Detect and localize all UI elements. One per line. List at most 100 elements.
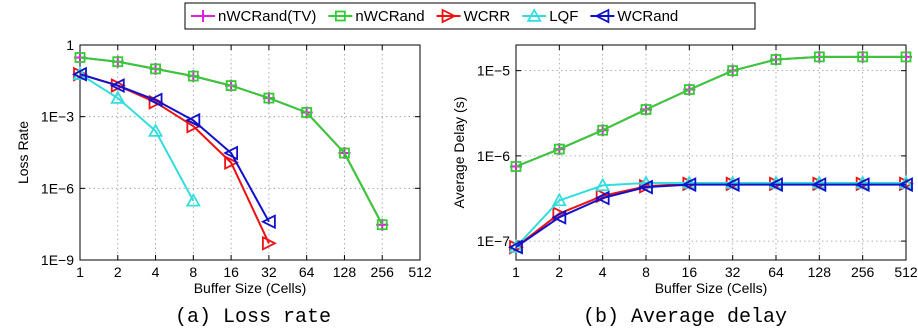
x-tick-label: 128 (808, 264, 832, 280)
data-point (263, 92, 275, 104)
data-point (897, 177, 913, 193)
caption-loss-rate: (a) Loss rate (175, 306, 331, 329)
data-point (225, 80, 237, 91)
x-tick-label: 1 (512, 264, 520, 280)
data-point (553, 143, 565, 155)
x-tick-label: 16 (682, 264, 698, 280)
x-tick-label: 64 (768, 264, 784, 280)
data-point (900, 51, 912, 63)
x-tick-label: 512 (894, 264, 918, 280)
caption-average-delay: (b) Average delay (583, 306, 787, 329)
series (71, 66, 276, 230)
data-point (109, 78, 125, 94)
data-point (595, 177, 611, 192)
y-tick-label: 1E−3 (41, 109, 74, 125)
legend-item: nWCRand (328, 8, 425, 25)
data-point (551, 209, 567, 225)
data-point (683, 84, 695, 95)
legend-marker (334, 10, 346, 22)
y-axis-label: Average Delay (s) (451, 97, 467, 209)
series-line (79, 73, 270, 244)
series-line (515, 182, 906, 248)
series-line (79, 73, 270, 223)
legend-marker (441, 8, 457, 24)
data-point (187, 70, 199, 82)
data-point (260, 214, 276, 230)
data-point (770, 54, 782, 65)
data-point (148, 123, 164, 137)
data-point (727, 65, 739, 77)
series (74, 52, 388, 231)
legend-label: WCRand (617, 8, 678, 25)
data-point (224, 155, 240, 171)
legend-label: nWCRand (355, 8, 424, 25)
data-point (597, 124, 609, 136)
series-line (515, 55, 906, 168)
y-tick-label: 1E−6 (41, 180, 74, 196)
legend-item: LQF (522, 8, 578, 25)
legend-item: nWCRand(TV) (191, 8, 316, 25)
data-point (551, 192, 567, 207)
series (73, 66, 277, 251)
series (509, 176, 915, 255)
x-tick-label: 64 (299, 264, 315, 280)
data-point (339, 147, 350, 159)
series (510, 50, 912, 173)
data-point (376, 219, 388, 231)
data-point (74, 52, 86, 63)
legend: nWCRand(TV) nWCRand WCRR LQF WCRand (184, 2, 756, 30)
legend-item: WCRand (590, 8, 678, 25)
x-tick-label: 8 (642, 264, 650, 280)
data-point (640, 104, 652, 115)
series-line (79, 56, 384, 226)
plot-frame (79, 44, 421, 261)
data-point (223, 145, 239, 161)
x-tick-label: 512 (408, 264, 432, 280)
data-point (185, 192, 201, 207)
data-point (637, 179, 653, 195)
series-line (515, 55, 906, 168)
legend-label: LQF (549, 8, 578, 25)
data-point (147, 92, 163, 108)
series-line (515, 183, 906, 248)
y-tick-label: 1E−5 (477, 63, 510, 79)
series-line (79, 73, 195, 202)
data-point (71, 66, 87, 82)
legend-marker (197, 10, 209, 22)
legend-marker (526, 8, 542, 22)
data-point (110, 90, 126, 104)
panel-loss-rate: 1 2 4 8 16 32 64 128 256 512 1 1E−3 1E−6 1E−9 Buffer S… (15, 37, 432, 296)
data-point (150, 63, 161, 75)
x-tick-label: 1 (76, 264, 84, 280)
data-point (112, 56, 124, 68)
data-point (767, 177, 783, 193)
data-point (854, 177, 870, 193)
data-point (594, 190, 610, 206)
x-axis-label: Buffer Size (Cells) (194, 280, 307, 296)
y-tick-label: 1E−6 (477, 148, 510, 164)
x-tick-label: 2 (114, 264, 122, 280)
series-line (515, 182, 906, 248)
y-axis-label: Loss Rate (15, 121, 31, 184)
legend-box (184, 2, 756, 30)
series (507, 177, 913, 255)
data-point (301, 107, 313, 118)
x-tick-label: 32 (725, 264, 741, 280)
x-tick-label: 256 (371, 264, 395, 280)
legend-label: WCRR (464, 8, 511, 25)
data-point (510, 161, 522, 172)
x-axis-label: Buffer Size (Cells) (655, 280, 768, 296)
legend-label: nWCRand(TV) (218, 8, 316, 25)
data-point (811, 177, 827, 193)
data-point (681, 177, 697, 193)
data-point (813, 51, 825, 63)
x-tick-label: 128 (333, 264, 357, 280)
x-tick-label: 2 (555, 264, 563, 280)
x-tick-label: 4 (599, 264, 607, 280)
data-point (857, 51, 869, 63)
panel-average-delay: 1 2 4 8 16 32 64 128 256 512 1E−5 1E−6 1E−7 Buffer Si… (451, 44, 918, 296)
legend-item: WCRR (436, 8, 511, 25)
y-tick-label: 1E−7 (477, 233, 510, 249)
x-tick-label: 4 (152, 264, 160, 280)
